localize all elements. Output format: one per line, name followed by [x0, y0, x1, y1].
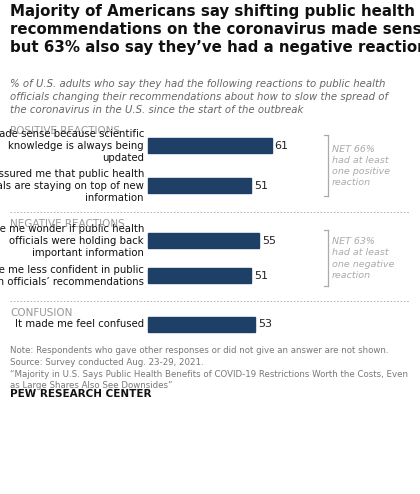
Text: % of U.S. adults who say they had the following reactions to public health
offic: % of U.S. adults who say they had the fo…: [10, 79, 388, 115]
Text: 51: 51: [255, 181, 268, 191]
Bar: [148, 269, 251, 284]
Bar: [148, 317, 255, 331]
Text: POSITIVE REACTIONS: POSITIVE REACTIONS: [10, 126, 120, 136]
Text: It made me wonder if public health
officials were holding back
important informa: It made me wonder if public health offic…: [0, 224, 144, 258]
Text: 61: 61: [275, 141, 289, 151]
Bar: [148, 178, 251, 194]
Text: CONFUSION: CONFUSION: [10, 308, 72, 318]
Bar: [148, 234, 260, 248]
Text: Note: Respondents who gave other responses or did not give an answer are not sho: Note: Respondents who gave other respons…: [10, 346, 408, 390]
Text: It reassured me that public health
officials are staying on top of new
informati: It reassured me that public health offic…: [0, 169, 144, 203]
Text: NEGATIVE REACTIONS: NEGATIVE REACTIONS: [10, 219, 125, 229]
Text: 55: 55: [262, 236, 276, 246]
Bar: [148, 138, 272, 154]
Text: NET 63%
had at least
one negative
reaction: NET 63% had at least one negative reacti…: [332, 237, 394, 280]
Text: It made sense because scientific
knowledge is always being
updated: It made sense because scientific knowled…: [0, 129, 144, 163]
Text: Majority of Americans say shifting public health
recommendations on the coronavi: Majority of Americans say shifting publi…: [10, 4, 420, 55]
Text: PEW RESEARCH CENTER: PEW RESEARCH CENTER: [10, 389, 152, 399]
Text: It made me feel confused: It made me feel confused: [15, 319, 144, 329]
Text: 51: 51: [255, 271, 268, 281]
Text: 53: 53: [258, 319, 273, 329]
Text: NET 66%
had at least
one positive
reaction: NET 66% had at least one positive reacti…: [332, 145, 390, 187]
Text: It made me less confident in public
health officials’ recommendations: It made me less confident in public heal…: [0, 265, 144, 287]
